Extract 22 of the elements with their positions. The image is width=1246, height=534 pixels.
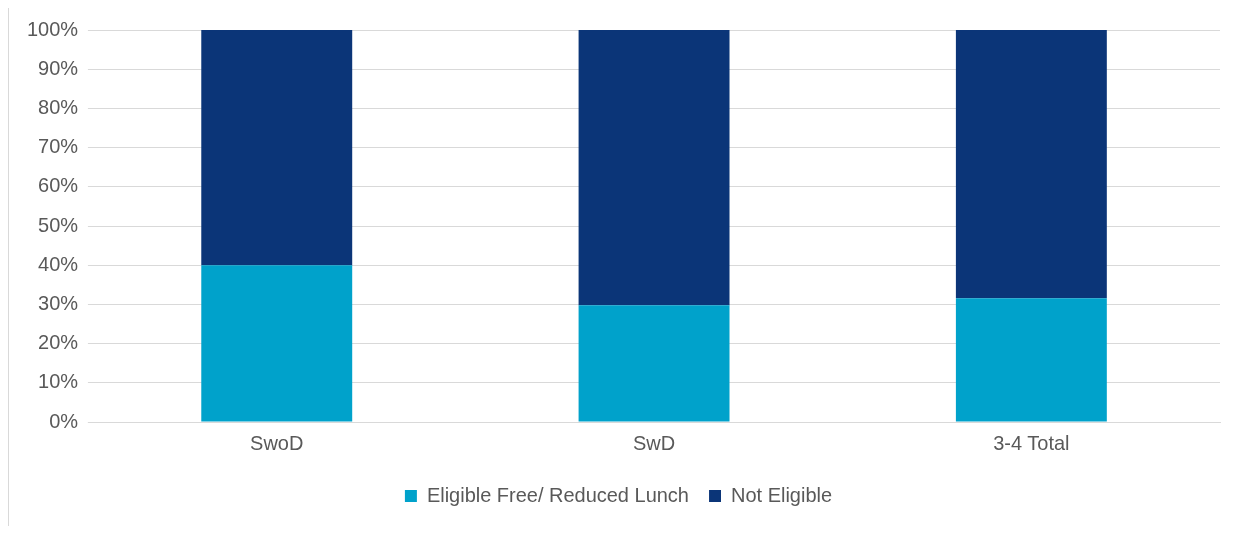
x-tick-label: 3-4 Total — [993, 431, 1070, 454]
y-tick-label: 20% — [38, 331, 79, 354]
y-tick-label: 60% — [38, 174, 79, 197]
y-tick-label: 50% — [38, 213, 79, 236]
y-tick-label: 0% — [49, 409, 79, 432]
bar — [578, 305, 730, 422]
y-tick-label: 40% — [38, 252, 79, 275]
bar — [955, 30, 1107, 299]
x-tick-label: SwD — [632, 431, 676, 454]
y-tick-label: 30% — [38, 291, 79, 314]
y-tick-label: 90% — [38, 56, 79, 79]
bar — [955, 298, 1107, 422]
legend-label: Not Eligible — [731, 483, 833, 506]
y-tick-label: 100% — [26, 17, 79, 40]
y-tick-label: 10% — [38, 370, 79, 393]
x-tick-label: SwoD — [250, 431, 304, 454]
bar — [201, 30, 353, 266]
bar — [201, 265, 353, 422]
y-tick-label: 70% — [38, 135, 79, 158]
y-tick-label: 80% — [38, 95, 79, 118]
legend-label: Eligible Free/ Reduced Lunch — [426, 483, 689, 506]
bar — [578, 30, 730, 306]
